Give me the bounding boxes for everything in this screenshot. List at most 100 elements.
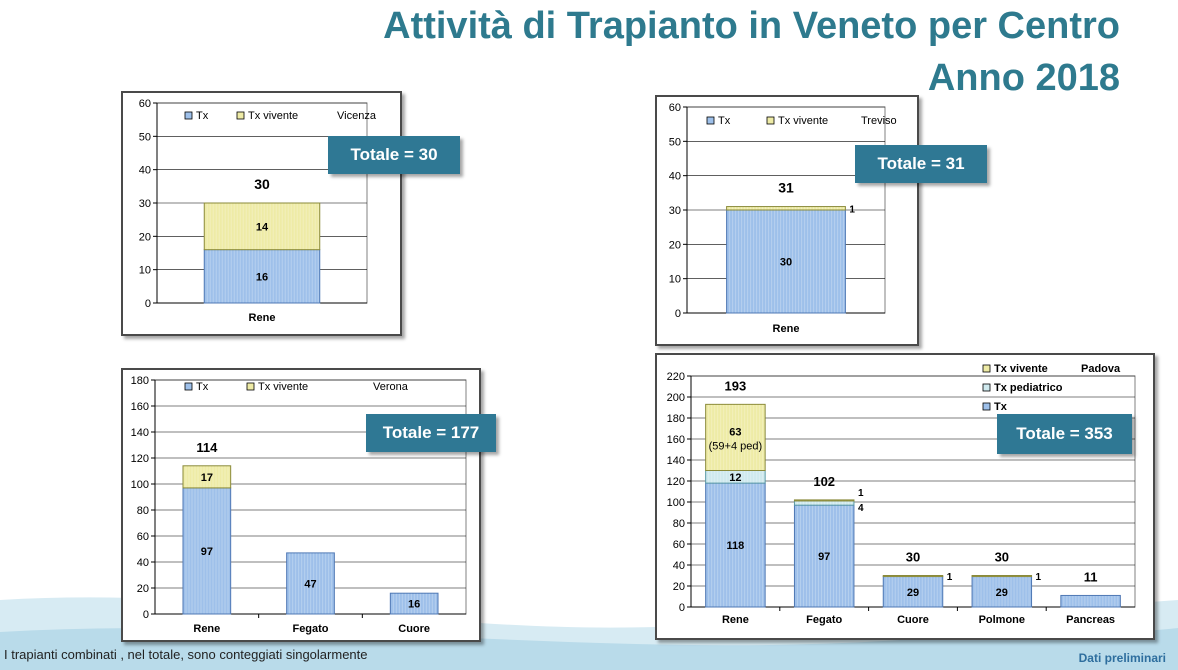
total-badge-treviso: Totale = 31 [855,145,987,183]
chart-panel-verona: 0 20 40 60 80 100 120 140 160 180 97 17 114 Rene 47 Feg… [121,368,481,642]
preliminary-data-note: Dati preliminari [1078,651,1166,665]
y-tick-label: 0 [143,609,149,621]
legend-swatch [982,402,991,411]
y-tick-label: 40 [139,165,151,177]
data-label-outside: 1 [1036,572,1042,583]
x-tick-label: Rene [773,323,800,335]
bar-segment-pancreas-tx [1060,594,1121,608]
y-tick-label: 60 [669,102,681,114]
total-label: 193 [725,378,747,393]
data-label-outside: 1 [947,572,953,583]
bar-segment-rene-tx [182,487,232,615]
total-badge-verona: Totale = 177 [366,414,496,452]
legend-label: Tx vivente [778,115,828,127]
y-tick-label: 10 [139,265,151,277]
y-tick-label: 220 [667,371,685,383]
x-tick-label: Pancreas [1066,614,1115,626]
bar-segment-rene-tx-vivente [726,206,846,211]
y-tick-label: 50 [139,131,151,143]
bar-segment-polmone-tx [971,576,1033,608]
legend-swatch [236,111,245,120]
bar-segment-rene-tx [705,482,766,608]
bar-segment-fegato-tx [286,552,335,615]
y-tick-label: 200 [667,392,685,404]
legend-swatch [246,382,255,391]
footnote: I trapianti combinati , nel totale, sono… [4,647,368,662]
y-tick-label: 100 [131,479,149,491]
y-tick-label: 60 [137,531,149,543]
bar-segment-fegato-tx [793,504,855,608]
bar-segment-rene-tx [726,209,846,314]
y-tick-label: 120 [667,476,685,488]
bar-segment-rene-tx-vivente [203,202,321,251]
y-tick-label: 40 [669,171,681,183]
legend-label: Tx vivente [258,381,308,393]
x-tick-label: Rene [193,623,220,635]
legend-label: Tx [994,401,1008,413]
page-title: Attività di Trapianto in Veneto per Cent… [383,5,1120,47]
y-tick-label: 80 [673,518,685,530]
data-label: 118 [727,540,745,552]
y-tick-label: 20 [139,231,151,243]
bar-segment-polmone-tx-vivente [971,575,1033,578]
legend-swatch [766,116,775,125]
y-tick-label: 10 [669,274,681,286]
data-label: 29 [996,587,1008,599]
x-tick-label: Cuore [897,614,929,626]
legend-label: Tx [196,381,209,393]
x-tick-label: Fegato [292,623,328,635]
chart-verona: 0 20 40 60 80 100 120 140 160 180 97 17 114 Rene 47 Feg… [131,375,467,635]
total-label: 30 [254,176,270,192]
legend-label: Tx [718,115,731,127]
chart-vicenza: 0 10 20 30 40 50 60 16 14 30 Rene Tx Tx vivente Vicen… [139,98,377,324]
chart-treviso: 0 10 20 30 40 50 60 30 31 Rene 1 Tx Tx vivente Trevis… [669,102,897,335]
bar-segment-cuore-tx [389,592,439,615]
y-tick-label: 30 [139,198,151,210]
page-subtitle: Anno 2018 [927,57,1120,99]
y-tick-label: 60 [673,539,685,551]
total-badge-vicenza: Totale = 30 [328,136,460,174]
x-tick-label: Rene [249,312,276,324]
legend-swatch [982,383,991,392]
data-label: 16 [256,271,268,283]
y-tick-label: 20 [669,239,681,251]
total-label: 30 [995,550,1009,565]
chart-panel-padova: 0 20 40 60 80 100 120 140 160 180 200 220 118 12 63 (59… [655,353,1155,640]
data-label: 14 [256,221,269,233]
legend-label: Tx vivente [994,363,1048,375]
legend-label: Tx vivente [248,110,298,122]
y-tick-label: 140 [667,455,685,467]
y-tick-label: 0 [679,602,685,614]
bar-segment-rene-tx-vivente [182,465,232,489]
data-label-outside: 1 [849,204,855,215]
data-label-outside: 4 [858,503,864,514]
total-badge-padova: Totale = 353 [997,414,1132,454]
legend-center-name: Vicenza [337,110,377,122]
x-tick-label: Fegato [806,614,842,626]
legend-swatch [982,364,991,373]
y-tick-label: 160 [667,434,685,446]
x-tick-label: Polmone [979,614,1025,626]
bar-segment-rene-tx-vivente [705,403,766,471]
data-label: 47 [304,578,316,590]
data-label: 12 [729,472,741,484]
legend-swatch [184,382,193,391]
x-tick-label: Cuore [398,623,430,635]
chart-panel-treviso: 0 10 20 30 40 50 60 30 31 Rene 1 Tx Tx vivente Trevis… [655,95,919,346]
total-label: 11 [1084,569,1098,584]
data-label: 97 [818,551,830,563]
y-tick-label: 40 [673,560,685,572]
legend-center-name: Verona [373,381,409,393]
y-tick-label: 180 [131,375,149,387]
legend-swatch [706,116,715,125]
y-tick-label: 160 [131,401,149,413]
legend-label: Tx pediatrico [994,382,1063,394]
y-tick-label: 30 [669,205,681,217]
y-tick-label: 40 [137,557,149,569]
total-label: 114 [196,440,218,455]
legend-swatch [184,111,193,120]
data-label-outside: 1 [858,488,864,499]
y-tick-label: 0 [675,308,681,320]
y-tick-label: 60 [139,98,151,110]
annotation-label: (59+4 ped) [709,440,763,452]
